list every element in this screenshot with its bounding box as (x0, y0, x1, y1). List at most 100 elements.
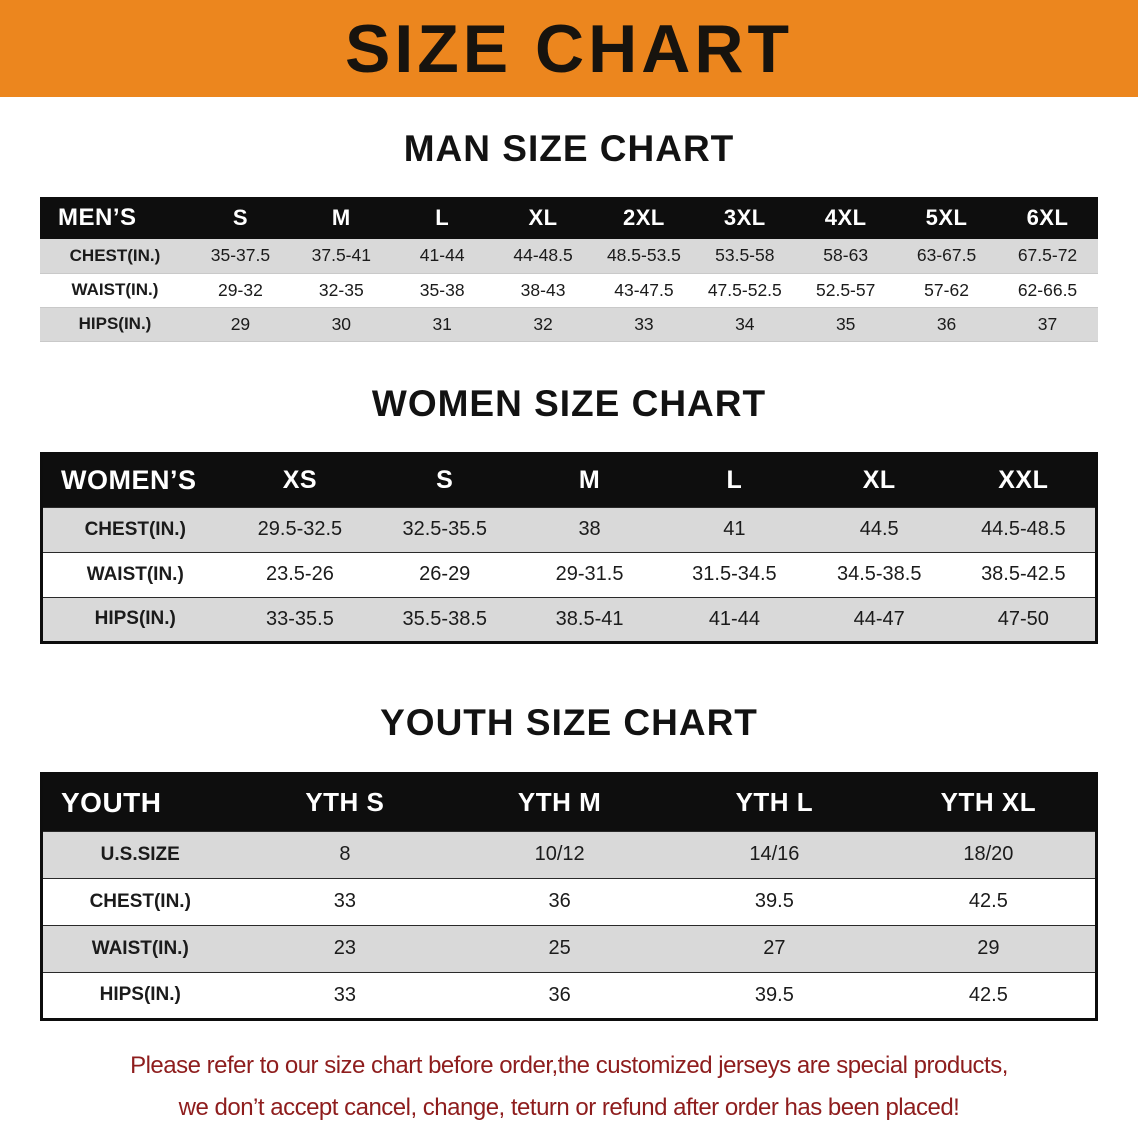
men-section-title: MAN SIZE CHART (403, 128, 735, 169)
size-column-header: XXL (951, 453, 1097, 507)
size-value-cell: 29.5-32.5 (257, 518, 343, 540)
measurement-row: WAIST(IN.) 29-32 32-35 35-38 38-43 43-47.5 47.… (40, 273, 1098, 307)
women-size-table: WOMEN’S XS S M L XL XXL CHEST(IN.) 29.5-32.5 32.5… (40, 451, 1098, 644)
disclaimer-note: Please refer to our size chart before or… (0, 1045, 1138, 1129)
size-header-row: YOUTH YTH S YTH M YTH L YTH XL (41, 773, 1097, 831)
size-value-cell: 67.5-72 (1017, 245, 1078, 266)
measurement-label-cell: U.S.SIZE (100, 843, 180, 865)
men-size-table: MEN’S S M L XL 2XL 3XL 4XL 5XL 6XL CHEST(IN.) 35-37… (40, 197, 1098, 342)
size-column-header: 4XL (795, 197, 897, 239)
size-value-cell: 34.5-38.5 (836, 563, 922, 585)
measurement-row: WAIST(IN.) 23.5-26 26-29 29-31.5 31.5-34.5 34… (41, 552, 1097, 597)
measurement-label-cell: HIPS(IN.) (99, 984, 181, 1005)
measurement-label-cell: WAIST(IN.) (86, 563, 184, 585)
size-value-cell: 44-47 (853, 607, 905, 630)
size-value-cell: 18/20 (963, 843, 1014, 865)
size-value-cell: 44.5-48.5 (981, 518, 1066, 540)
measurement-label-cell: WAIST(IN.) (91, 937, 189, 959)
size-value-cell: 32-35 (318, 279, 364, 300)
size-value-cell: 14/16 (749, 843, 800, 865)
measurement-row: CHEST(IN.) 35-37.5 37.5-41 41-44 44-48.5 48.5… (40, 239, 1098, 273)
size-value-cell: 29 (230, 313, 251, 334)
size-value-cell: 43-47.5 (614, 279, 674, 300)
size-value-cell: 36 (548, 983, 571, 1006)
size-column-header: YTH L (667, 773, 882, 831)
size-header-row: WOMEN’S XS S M L XL XXL (41, 453, 1097, 507)
size-value-cell: 38.5-42.5 (981, 563, 1066, 585)
table-corner-label: MEN’S (40, 197, 190, 239)
size-value-cell: 29-32 (218, 279, 263, 300)
size-value-cell: 29-31.5 (555, 563, 624, 585)
measurement-label-cell: CHEST(IN.) (89, 890, 191, 912)
measurement-row: CHEST(IN.) 29.5-32.5 32.5-35.5 38 41 44.5 44.5… (41, 507, 1097, 552)
size-value-cell: 58-63 (823, 245, 869, 266)
measurement-row: WAIST(IN.) 23 25 27 29 (41, 925, 1097, 972)
size-value-cell: 31.5-34.5 (692, 563, 777, 585)
measurement-row: HIPS(IN.) 29 30 31 32 33 34 35 36 37 (40, 307, 1098, 341)
measurement-label-cell: CHEST(IN.) (69, 245, 161, 265)
page-title: SIZE CHART (345, 10, 793, 87)
size-value-cell: 62-66.5 (1017, 279, 1078, 300)
size-value-cell: 26-29 (419, 563, 471, 585)
size-value-cell: 33 (634, 313, 654, 334)
youth-size-table: YOUTH YTH S YTH M YTH L YTH XL U.S.SIZE 8 10/12… (40, 771, 1098, 1021)
size-value-cell: 29 (977, 937, 1000, 959)
size-value-cell: 34 (735, 313, 755, 334)
size-value-cell: 52.5-57 (816, 279, 876, 300)
size-value-cell: 53.5-58 (715, 245, 775, 266)
content: MAN SIZE CHART MEN’S S M L XL 2XL 3XL 4XL 5XL 6XL… (0, 127, 1138, 1129)
size-column-header: XS (227, 453, 373, 507)
size-value-cell: 48.5-53.5 (606, 245, 681, 266)
table-corner-label: WOMEN’S (41, 453, 228, 507)
size-value-cell: 39.5 (754, 890, 794, 912)
size-value-cell: 35.5-38.5 (402, 607, 487, 630)
size-value-cell: 47.5-52.5 (707, 279, 782, 300)
size-column-header: YTH S (237, 773, 453, 831)
size-value-cell: 57-62 (924, 279, 969, 300)
size-column-header: S (372, 453, 518, 507)
size-header-row: MEN’S S M L XL 2XL 3XL 4XL 5XL 6XL (40, 197, 1098, 239)
size-value-cell: 33 (333, 890, 356, 912)
size-value-cell: 37.5-41 (311, 245, 371, 266)
size-value-cell: 44.5 (859, 518, 899, 540)
size-column-header: M (290, 197, 392, 239)
size-value-cell: 31 (432, 313, 452, 334)
size-value-cell: 33 (333, 983, 356, 1006)
measurement-label-cell: WAIST(IN.) (71, 280, 159, 299)
size-value-cell: 33-35.5 (265, 607, 334, 630)
measurement-row: HIPS(IN.) 33-35.5 35.5-38.5 38.5-41 41-44 44-… (41, 597, 1097, 642)
size-column-header: XL (492, 197, 594, 239)
size-value-cell: 30 (331, 313, 352, 334)
size-column-header: 2XL (593, 197, 695, 239)
size-value-cell: 37 (1037, 313, 1058, 334)
size-value-cell: 47-50 (997, 607, 1049, 630)
banner: SIZE CHART (0, 0, 1138, 97)
size-value-cell: 41 (723, 518, 746, 540)
size-column-header: S (190, 197, 291, 239)
measurement-row: CHEST(IN.) 33 36 39.5 42.5 (41, 878, 1097, 925)
size-value-cell: 44-48.5 (513, 245, 573, 266)
size-value-cell: 27 (763, 937, 786, 959)
measurement-row: U.S.SIZE 8 10/12 14/16 18/20 (41, 831, 1097, 878)
size-value-cell: 10/12 (534, 843, 585, 865)
youth-section-title: YOUTH SIZE CHART (380, 701, 758, 743)
size-column-header: M (517, 453, 662, 507)
size-column-header: 3XL (694, 197, 796, 239)
measurement-label-cell: HIPS(IN.) (78, 314, 152, 333)
size-value-cell: 41-44 (419, 245, 465, 266)
size-value-cell: 63-67.5 (916, 245, 977, 266)
measurement-label-cell: CHEST(IN.) (84, 518, 186, 540)
size-value-cell: 36 (548, 890, 571, 912)
women-section-title: WOMEN SIZE CHART (371, 382, 767, 424)
size-value-cell: 32.5-35.5 (402, 518, 487, 540)
size-value-cell: 35-37.5 (210, 245, 271, 266)
size-column-header: YTH M (452, 773, 667, 831)
size-value-cell: 39.5 (754, 983, 794, 1006)
size-value-cell: 8 (339, 843, 351, 865)
size-column-header: 6XL (997, 197, 1098, 239)
size-value-cell: 36 (936, 313, 957, 334)
size-value-cell: 23.5-26 (265, 563, 334, 585)
size-value-cell: 25 (548, 937, 571, 959)
size-column-header: XL (806, 453, 952, 507)
